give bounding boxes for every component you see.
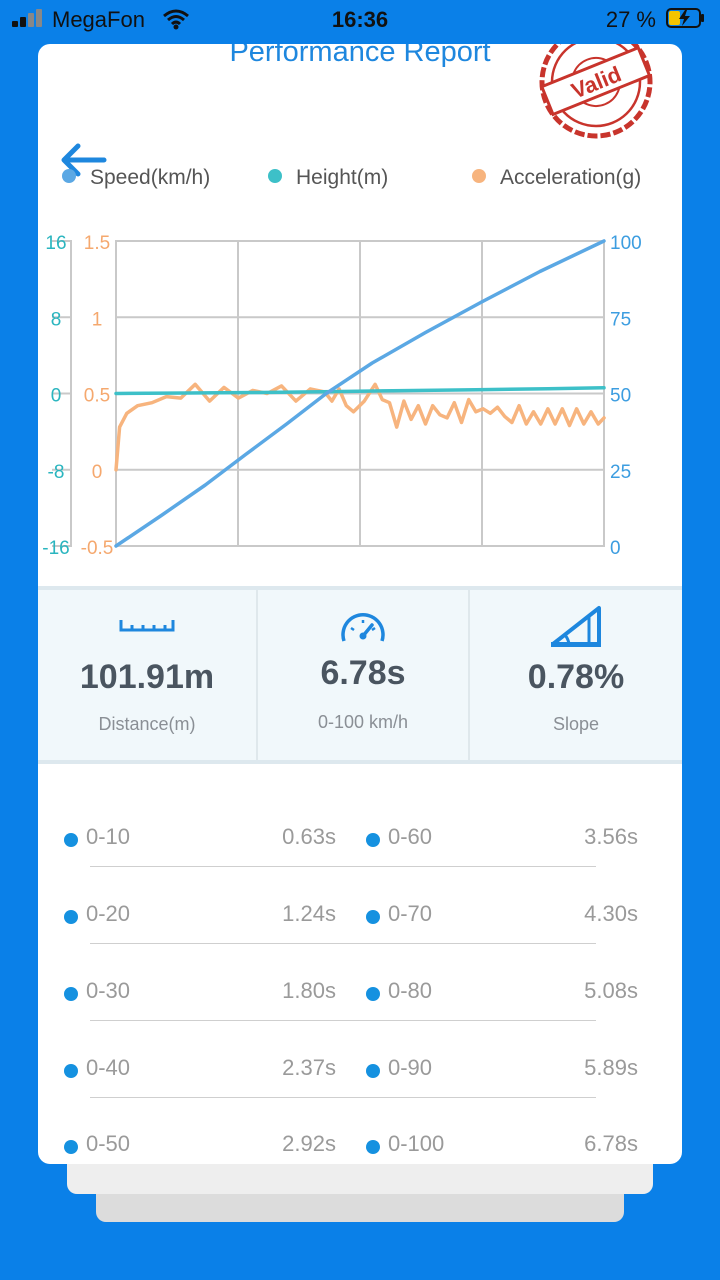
series-line-speed: [114, 239, 606, 548]
zero-to-hundred-label: 0-100 km/h: [317, 712, 409, 732]
bullet-dot: [64, 1064, 78, 1078]
signal-icon: [12, 9, 46, 27]
split-time: 6.78s: [584, 1131, 638, 1156]
page-title: Performance Report: [229, 44, 491, 68]
split-label: 0-20: [86, 901, 131, 926]
stats-panel: 101.91m Distance(m) 6.78s 0-100 km/h 0.7…: [38, 590, 682, 760]
legend-dot: [472, 169, 486, 183]
accel-tick-label: 0.5: [84, 386, 110, 407]
bullet-dot: [64, 910, 78, 924]
bullet-dot: [64, 987, 78, 1001]
divider: [38, 586, 682, 590]
height-tick-label: -8: [48, 462, 65, 483]
height-tick-label: 16: [45, 233, 66, 254]
legend-label: Speed(km/h): [90, 166, 211, 189]
split-label: 0-10: [86, 824, 131, 849]
bullet-dot: [366, 910, 380, 924]
speed-tick-label: 25: [610, 462, 631, 483]
series-line-accel: [114, 382, 606, 472]
distance-label: Distance(m): [98, 714, 196, 734]
split-label: 0-30: [86, 978, 131, 1003]
split-label: 0-70: [388, 901, 433, 926]
height-tick-label: 8: [51, 309, 62, 330]
split-label: 0-50: [86, 1131, 131, 1156]
divider: [90, 866, 596, 867]
carrier-name: MegaFon: [52, 7, 145, 32]
divider: [38, 760, 682, 764]
bullet-dot: [366, 833, 380, 847]
bullet-dot: [64, 1140, 78, 1154]
wifi-icon: [163, 9, 189, 30]
legend-label: Height(m): [296, 166, 389, 189]
series-line-height: [114, 386, 606, 396]
chart-legend: Speed(km/h) Height(m) Acceleration(g): [38, 166, 682, 196]
status-bar: MegaFon 16:36 27 %: [0, 0, 720, 40]
split-time: 5.89s: [584, 1055, 638, 1080]
split-time: 4.30s: [584, 901, 638, 926]
report-card: Performance Report Valid Speed(km/h) Hei…: [38, 44, 682, 1164]
split-time: 1.80s: [282, 978, 336, 1003]
accel-tick-label: 1: [92, 309, 103, 330]
split-label: 0-100: [388, 1131, 445, 1156]
split-time: 1.24s: [282, 901, 336, 926]
split-time: 2.92s: [282, 1131, 336, 1156]
split-row: 0-40 2.37s 0-90 5.89s: [38, 1045, 682, 1085]
slope-icon: [551, 606, 601, 647]
performance-chart: 16 8 0 -8 -16 1.5 1 0.5 0 -0.5 100 75 50 25 0: [42, 233, 642, 559]
speed-tick-label: 75: [610, 309, 631, 330]
split-time: 0.63s: [282, 824, 336, 849]
split-label: 0-90: [388, 1055, 433, 1080]
split-row: 0-10 0.63s 0-60 3.56s: [38, 814, 682, 854]
divider: [468, 590, 470, 760]
height-tick-label: -16: [42, 538, 69, 559]
split-time: 3.56s: [584, 824, 638, 849]
back-arrow-icon[interactable]: [56, 140, 108, 180]
distance-value: 101.91m: [79, 658, 215, 696]
bullet-dot: [366, 1064, 380, 1078]
stat-slope: 0.78% Slope: [470, 590, 682, 760]
legend-label: Acceleration(g): [500, 166, 642, 189]
bullet-dot: [366, 987, 380, 1001]
speed-tick-label: 50: [610, 386, 631, 407]
battery-charging-icon: [666, 8, 704, 28]
slope-value: 0.78%: [527, 658, 625, 696]
split-time: 2.37s: [282, 1055, 336, 1080]
valid-stamp: Valid: [539, 44, 653, 139]
legend-dot: [62, 169, 76, 183]
accel-tick-label: -0.5: [81, 538, 114, 559]
split-row: 0-30 1.80s 0-80 5.08s: [38, 968, 682, 1008]
zero-to-hundred-value: 6.78s: [320, 654, 406, 692]
legend-speed[interactable]: Speed(km/h): [62, 166, 210, 190]
legend-height[interactable]: Height(m): [268, 166, 388, 190]
split-row: 0-20 1.24s 0-70 4.30s: [38, 891, 682, 931]
accel-tick-label: 1.5: [84, 233, 110, 254]
split-time: 5.08s: [584, 978, 638, 1003]
ruler-icon: [119, 620, 175, 632]
stat-acceleration-time: 6.78s 0-100 km/h: [258, 590, 468, 760]
bullet-dot: [64, 833, 78, 847]
legend-acceleration[interactable]: Acceleration(g): [472, 166, 641, 190]
divider: [90, 1020, 596, 1021]
legend-dot: [268, 169, 282, 183]
split-label: 0-80: [388, 978, 433, 1003]
split-label: 0-40: [86, 1055, 131, 1080]
slope-label: Slope: [552, 714, 600, 734]
divider: [90, 943, 596, 944]
speed-tick-label: 0: [610, 538, 621, 559]
battery-percent: 27 %: [605, 7, 656, 32]
divider: [90, 1097, 596, 1098]
height-tick-label: 0: [51, 386, 62, 407]
accel-tick-label: 0: [92, 462, 103, 483]
bullet-dot: [366, 1140, 380, 1154]
split-label: 0-60: [388, 824, 433, 849]
clock: 16:36: [331, 7, 389, 32]
speed-tick-label: 100: [610, 233, 642, 254]
split-row: 0-50 2.92s 0-100 6.78s: [38, 1121, 682, 1161]
speedometer-icon: [341, 613, 385, 642]
divider: [256, 590, 258, 760]
stat-distance: 101.91m Distance(m): [38, 590, 256, 760]
